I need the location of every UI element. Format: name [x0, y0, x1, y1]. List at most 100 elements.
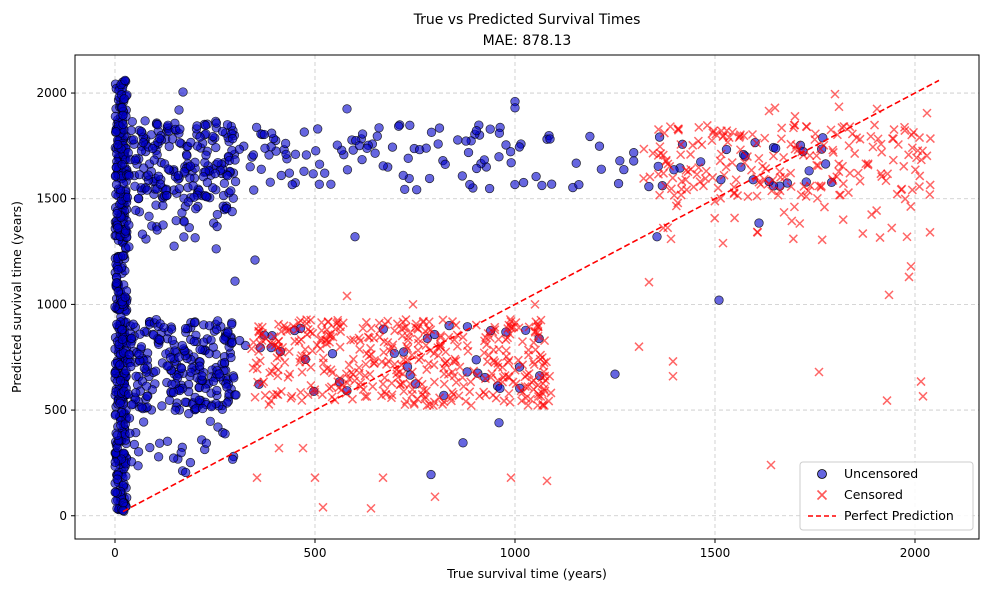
censored-point	[448, 389, 458, 399]
uncensored-point	[212, 209, 223, 220]
uncensored-point	[313, 124, 323, 134]
censored-point	[914, 182, 924, 192]
censored-point	[450, 354, 460, 364]
censored-point	[513, 355, 523, 365]
censored-point	[697, 140, 707, 150]
censored-point	[253, 346, 264, 356]
censored-point	[400, 400, 410, 410]
uncensored-point	[463, 147, 474, 158]
censored-point	[900, 194, 910, 204]
uncensored-point	[378, 161, 388, 171]
censored-point	[764, 179, 774, 189]
censored-point	[826, 125, 836, 135]
censored-point	[904, 150, 914, 160]
censored-point	[403, 335, 413, 345]
censored-point	[906, 261, 916, 271]
uncensored-point	[120, 292, 130, 302]
uncensored-point	[308, 169, 318, 179]
censored-point	[803, 186, 813, 196]
censored-point	[407, 389, 417, 399]
uncensored-point	[118, 110, 128, 120]
censored-point	[816, 182, 826, 192]
axis-ticks: 0 500 1000 1500 2000 0 500 1000 1500 2000	[36, 86, 930, 560]
censored-point	[731, 175, 741, 185]
censored-point	[540, 386, 550, 396]
censored-point	[361, 359, 371, 369]
censored-point	[294, 337, 304, 347]
uncensored-point	[122, 192, 133, 203]
censored-point	[868, 142, 878, 152]
censored-point	[790, 120, 800, 130]
censored-point	[391, 365, 401, 375]
censored-point	[648, 148, 658, 158]
uncensored-point	[117, 159, 127, 170]
uncensored-point	[287, 179, 297, 190]
uncensored-point	[153, 452, 164, 462]
uncensored-point	[505, 147, 516, 157]
censored-point	[381, 359, 391, 369]
censored-point	[727, 158, 737, 168]
censored-point	[775, 172, 786, 182]
uncensored-point	[111, 278, 122, 288]
censored-point	[711, 129, 721, 139]
uncensored-point	[248, 150, 259, 160]
censored-point	[813, 161, 823, 171]
censored-point	[899, 161, 909, 171]
uncensored-point	[213, 157, 223, 168]
censored-point	[399, 323, 409, 333]
censored-point	[517, 396, 527, 406]
uncensored-point	[201, 150, 211, 160]
censored-point	[254, 327, 264, 337]
censored-point	[459, 381, 469, 391]
uncensored-point	[169, 241, 179, 251]
uncensored-point	[146, 130, 156, 140]
uncensored-point	[284, 168, 295, 178]
censored-point	[491, 393, 501, 403]
censored-point	[524, 368, 534, 379]
uncensored-point	[179, 232, 189, 242]
censored-point	[907, 130, 917, 140]
censored-point	[302, 318, 312, 329]
censored-point	[504, 388, 514, 399]
censored-point	[362, 391, 372, 402]
censored-point	[319, 366, 329, 376]
censored-point	[422, 331, 432, 341]
uncensored-point	[185, 161, 196, 171]
censored-point	[925, 227, 935, 237]
censored-point	[307, 346, 317, 356]
censored-point	[639, 173, 649, 184]
censored-point	[925, 189, 935, 200]
censored-point	[533, 331, 543, 341]
censored-point	[694, 122, 704, 132]
censored-point	[324, 383, 334, 393]
censored-point	[247, 344, 257, 354]
censored-point	[306, 380, 316, 390]
uncensored-point	[154, 334, 164, 345]
censored-point	[881, 176, 891, 186]
censored-point	[387, 378, 397, 388]
censored-point	[354, 333, 364, 343]
uncensored-point	[514, 142, 525, 152]
uncensored-point	[131, 205, 141, 215]
censored-point	[760, 133, 770, 143]
censored-point	[770, 103, 780, 113]
uncensored-point	[118, 251, 128, 261]
censored-point	[773, 190, 783, 200]
uncensored-point	[250, 255, 260, 265]
censored-point	[540, 336, 550, 346]
uncensored-point	[212, 324, 222, 335]
uncensored-point	[585, 131, 595, 142]
censored-point	[430, 492, 440, 502]
uncensored-point	[179, 217, 189, 227]
perfect-prediction-line	[122, 79, 940, 513]
censored-point	[645, 172, 655, 182]
censored-point	[884, 290, 894, 300]
uncensored-point	[259, 129, 269, 140]
uncensored-point	[113, 264, 123, 275]
uncensored-point	[211, 142, 221, 153]
uncensored-point	[320, 168, 330, 178]
uncensored-point	[115, 398, 125, 408]
censored-point	[888, 155, 898, 165]
censored-point	[283, 372, 293, 382]
chart-subtitle: MAE: 878.13	[483, 33, 572, 49]
